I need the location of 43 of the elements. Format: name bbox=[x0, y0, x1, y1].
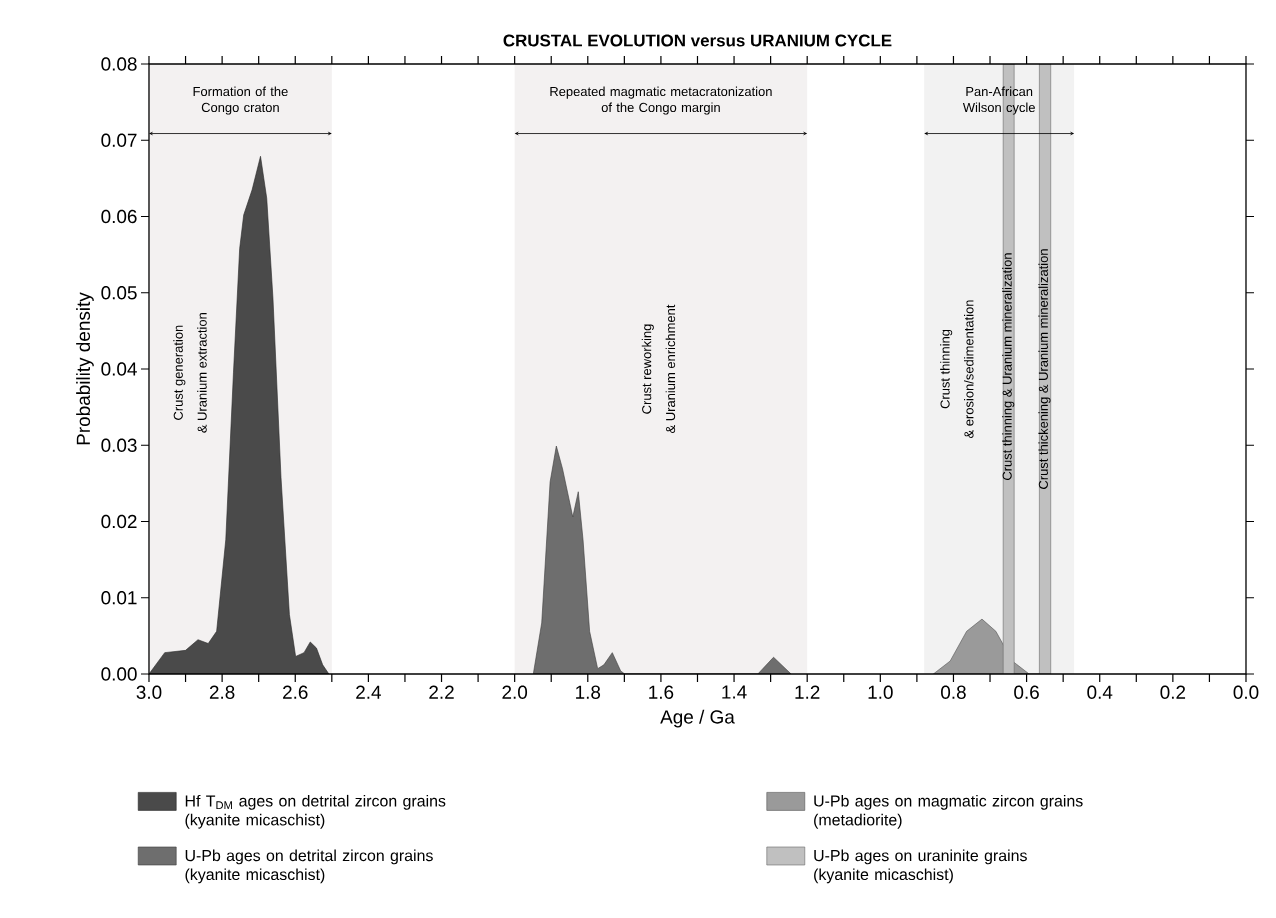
x-axis-title: Age / Ga bbox=[660, 709, 735, 728]
x-tick-label: 1.4 bbox=[722, 685, 747, 699]
y-tick-label: 0.01 bbox=[101, 591, 137, 605]
annotation: Crust thickening & Uranium mineralization bbox=[1038, 249, 1051, 489]
y-tick-label: 0.04 bbox=[101, 362, 137, 376]
x-tick-label: 0.6 bbox=[1014, 685, 1039, 699]
annotation: & Uranium enrichment bbox=[665, 304, 676, 433]
x-tick-label: 2.2 bbox=[429, 685, 454, 699]
x-tick-label: 1.2 bbox=[795, 685, 820, 699]
annotation: Crust thinning & Uranium mineralization bbox=[1002, 253, 1015, 480]
x-tick-label: 1.8 bbox=[576, 685, 601, 699]
band-label: Repeated magmatic metacratonization of the Congo margin bbox=[550, 86, 772, 115]
annotation: & Uranium extraction bbox=[197, 313, 207, 433]
y-tick-label: 0.08 bbox=[101, 57, 137, 71]
annotation: & erosion/sedimentation bbox=[964, 300, 974, 439]
y-tick-label: 0.00 bbox=[101, 667, 137, 681]
legend-label: U-Pb ages on uraninite grains (kyanite micaschist) bbox=[814, 849, 1027, 884]
band-label: Pan-African Wilson cycle bbox=[962, 86, 1035, 115]
band-label: Formation of the Congo craton bbox=[193, 86, 288, 115]
y-axis-title: Probability density bbox=[76, 292, 94, 445]
chart-title: CRUSTAL EVOLUTION versus URANIUM CYCLE bbox=[503, 34, 892, 47]
annotation: Crust reworking bbox=[641, 324, 654, 414]
x-tick-label: 0.8 bbox=[941, 685, 966, 699]
y-tick-label: 0.05 bbox=[101, 286, 137, 300]
y-tick-label: 0.06 bbox=[101, 209, 137, 224]
x-tick-label: 0.4 bbox=[1087, 685, 1113, 699]
annotation: Crust thinning bbox=[940, 329, 953, 409]
x-tick-label: 2.4 bbox=[356, 685, 381, 699]
y-tick-label: 0.03 bbox=[101, 438, 137, 452]
x-tick-label: 3.0 bbox=[136, 685, 162, 699]
y-tick-label: 0.07 bbox=[101, 133, 137, 147]
x-tick-label: 2.0 bbox=[502, 685, 528, 699]
y-tick-label: 0.02 bbox=[101, 514, 137, 529]
legend-label: U-Pb ages on magmatic zircon grains (metadiorite) bbox=[814, 794, 1083, 829]
x-tick-label: 2.8 bbox=[209, 685, 235, 699]
x-tick-label: 1.6 bbox=[649, 685, 674, 699]
x-tick-label: 2.6 bbox=[283, 685, 308, 699]
annotation: Crust generation bbox=[173, 325, 186, 420]
x-tick-label: 0.0 bbox=[1233, 685, 1259, 699]
x-tick-label: 1.0 bbox=[868, 685, 893, 699]
legend-label: U-Pb ages on detrital zircon grains (kyanite micaschist) bbox=[185, 849, 433, 884]
x-tick-label: 0.2 bbox=[1160, 685, 1186, 699]
legend-label: Hf T$_{DM}$ ages on detrital zircon grains (kyanite micaschist) bbox=[185, 794, 446, 829]
